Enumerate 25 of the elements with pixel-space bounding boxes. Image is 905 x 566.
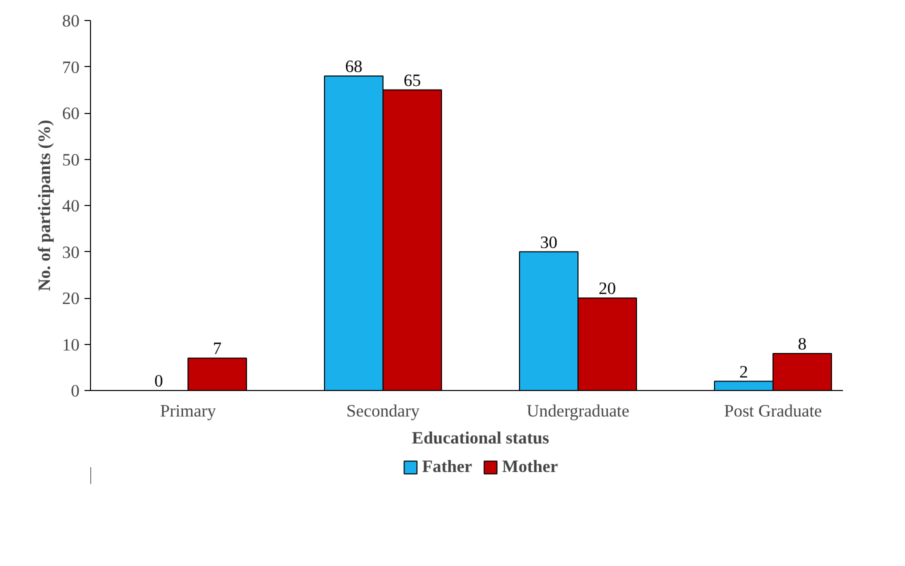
y-tick-label: 50 — [62, 150, 80, 170]
y-tick-label: 30 — [62, 242, 80, 262]
data-label: 20 — [598, 279, 616, 298]
data-label: 0 — [154, 372, 164, 390]
x-tick-label: Secondary — [346, 402, 420, 420]
y-tick-label: 60 — [62, 104, 80, 123]
y-axis-title: No. of participants (%) — [35, 120, 54, 292]
data-label: 30 — [540, 232, 558, 252]
y-tick-label: 0 — [70, 382, 80, 400]
data-label: 68 — [345, 57, 362, 76]
data-label: 7 — [212, 339, 222, 358]
x-tick-label: Primary — [160, 402, 216, 420]
legend-label: Mother — [502, 457, 558, 477]
y-tick-label: 20 — [62, 289, 80, 308]
x-axis-title: Educational status — [412, 428, 550, 448]
y-tick-label: 40 — [62, 196, 80, 216]
x-tick-label: Undergraduate — [526, 402, 630, 420]
legend-label: Father — [422, 457, 472, 477]
y-tick-label: 70 — [62, 58, 80, 77]
data-label: 2 — [739, 362, 748, 382]
y-tick-label: 80 — [62, 12, 80, 30]
data-label: 65 — [404, 70, 421, 90]
x-tick-label: Post Graduate — [724, 402, 822, 420]
y-tick-label: 10 — [62, 335, 80, 354]
data-label: 8 — [798, 334, 807, 354]
